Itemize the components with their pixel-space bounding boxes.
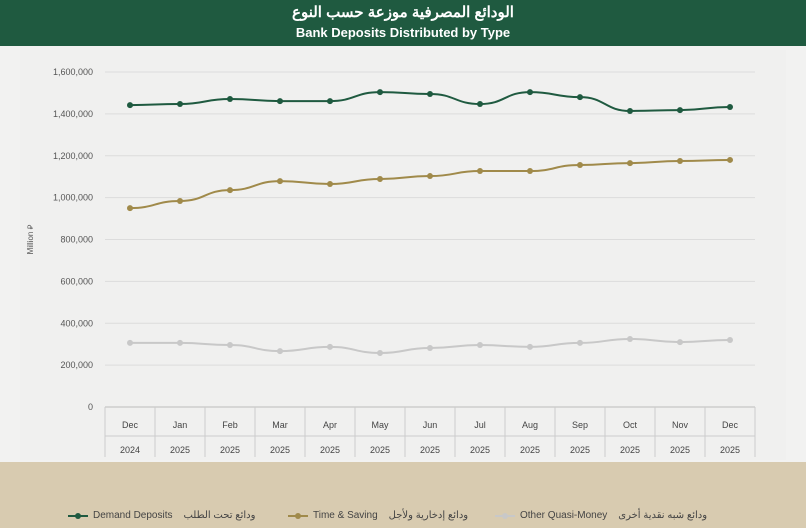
x-tick-month: Jul <box>474 420 486 430</box>
title-english: Bank Deposits Distributed by Type <box>295 25 511 40</box>
x-tick-month: Dec <box>722 420 739 430</box>
y-axis-label: Million ⃁ <box>26 224 35 254</box>
x-tick-year: 2025 <box>320 445 340 455</box>
data-point <box>527 89 533 96</box>
legend-marker-icon <box>495 512 515 519</box>
legend-label-ar: ودائع شبه نقدية أخرى <box>618 510 708 521</box>
data-point <box>127 339 133 346</box>
legend-marker-icon <box>288 512 308 519</box>
y-tick-label: 1,600,000 <box>53 67 93 77</box>
x-tick-month: Dec <box>122 420 139 430</box>
legend-marker-icon <box>68 512 88 519</box>
y-tick-label: 0 <box>88 402 93 412</box>
data-point <box>127 205 133 212</box>
y-tick-label: 600,000 <box>60 276 93 286</box>
x-tick-month: May <box>371 420 389 430</box>
y-tick-label: 200,000 <box>60 360 93 370</box>
legend-item[interactable]: Other Quasi-Money ودائع شبه نقدية أخرى <box>495 510 707 521</box>
data-point <box>477 101 483 108</box>
y-tick-label: 1,000,000 <box>53 193 93 203</box>
plot-background <box>20 50 786 460</box>
data-point <box>527 168 533 175</box>
x-tick-month: Sep <box>572 420 588 430</box>
y-tick-label: 400,000 <box>60 318 93 328</box>
y-tick-label: 1,400,000 <box>53 109 93 119</box>
data-point <box>627 160 633 167</box>
x-tick-month: Mar <box>272 420 288 430</box>
data-point <box>527 343 533 350</box>
line-chart: 0 200,000 400,000 600,000 800,000 1,000,000 1,… <box>20 50 786 460</box>
x-tick-month: Nov <box>672 420 689 430</box>
y-tick-label: 800,000 <box>60 235 93 245</box>
data-point <box>577 94 583 101</box>
legend-item[interactable]: Time & Saving ودائع إدخارية ولأجل <box>288 510 468 521</box>
data-point <box>377 89 383 96</box>
legend-label-en: Other Quasi-Money <box>520 510 608 521</box>
data-point <box>477 342 483 349</box>
x-tick-year: 2025 <box>520 445 540 455</box>
legend-label-en: Demand Deposits <box>93 510 173 521</box>
x-tick-year: 2024 <box>120 445 140 455</box>
data-point <box>627 107 633 114</box>
y-tick-label: 1,200,000 <box>53 151 93 161</box>
x-tick-month: Feb <box>222 420 238 430</box>
x-tick-year: 2025 <box>670 445 690 455</box>
x-tick-year: 2025 <box>570 445 590 455</box>
data-point <box>377 175 383 182</box>
data-point <box>177 339 183 346</box>
legend: Demand Deposits ودائع تحت الطلب Time & Sav… <box>0 462 806 528</box>
data-point <box>127 102 133 109</box>
data-point <box>327 181 333 188</box>
data-point <box>277 98 283 105</box>
data-point <box>627 335 633 342</box>
x-tick-year: 2025 <box>620 445 640 455</box>
data-point <box>577 161 583 168</box>
data-point <box>577 339 583 346</box>
data-point <box>727 337 733 343</box>
data-point <box>427 344 433 351</box>
chart-header: الودائع المصرفية موزعة حسب النوع Bank De… <box>0 0 806 46</box>
data-point <box>677 339 683 346</box>
data-point <box>677 107 683 114</box>
x-tick-year: 2025 <box>470 445 490 455</box>
legend-label-ar: ودائع إدخارية ولأجل <box>388 510 469 521</box>
x-tick-year: 2025 <box>170 445 190 455</box>
legend-label-en: Time & Saving <box>313 510 378 521</box>
data-point <box>427 90 433 97</box>
data-point <box>177 197 183 204</box>
data-point <box>727 156 733 163</box>
data-point <box>477 168 483 175</box>
x-tick-year: 2025 <box>420 445 440 455</box>
x-tick-year: 2025 <box>720 445 740 455</box>
data-point <box>427 173 433 180</box>
x-tick-month: Oct <box>623 420 638 430</box>
x-tick-year: 2025 <box>270 445 290 455</box>
data-point <box>377 349 383 356</box>
data-point <box>677 157 683 164</box>
legend-label-ar: ودائع تحت الطلب <box>183 510 256 521</box>
data-point <box>327 98 333 105</box>
data-point <box>327 343 333 350</box>
x-tick-month: Aug <box>522 420 538 430</box>
x-tick-year: 2025 <box>220 445 240 455</box>
x-tick-year: 2025 <box>370 445 390 455</box>
data-point <box>727 103 733 110</box>
data-point <box>277 348 283 355</box>
data-point <box>177 101 183 108</box>
data-point <box>227 342 233 349</box>
data-point <box>227 187 233 194</box>
x-tick-month: Apr <box>323 420 337 430</box>
title-arabic: الودائع المصرفية موزعة حسب النوع <box>292 4 514 21</box>
data-point <box>227 96 233 103</box>
legend-item[interactable]: Demand Deposits ودائع تحت الطلب <box>68 510 255 521</box>
x-tick-month: Jun <box>423 420 438 430</box>
x-tick-month: Jan <box>173 420 188 430</box>
data-point <box>277 178 283 185</box>
